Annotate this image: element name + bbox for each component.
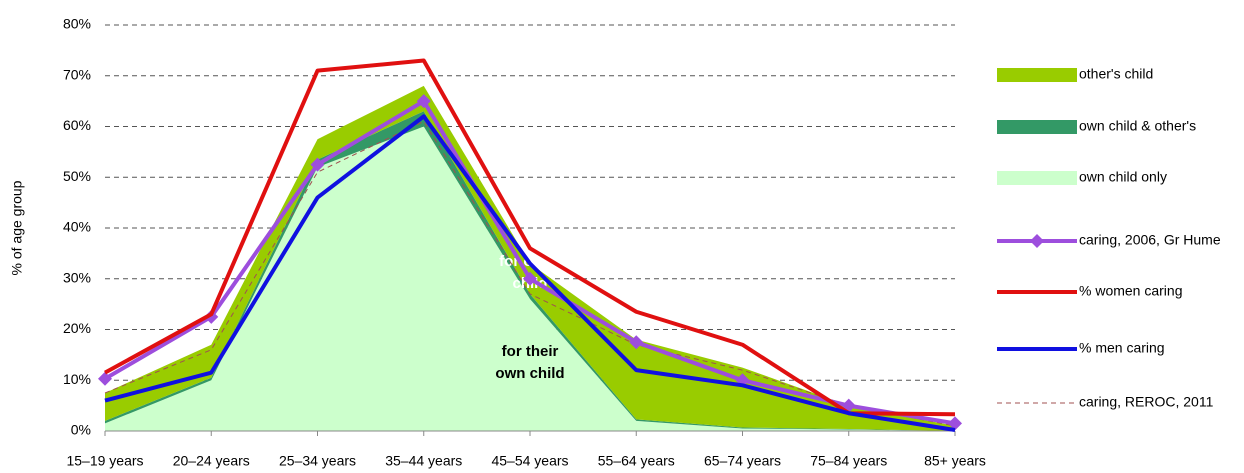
marker [416, 94, 431, 109]
x-tick-label: 35–44 years [385, 453, 462, 469]
y-tick-label: 40% [63, 219, 91, 235]
annotation-line: own child [495, 365, 564, 382]
legend-label: own child & other's [1079, 118, 1196, 134]
legend-swatch [997, 120, 1077, 134]
marker [948, 416, 962, 431]
y-axis-label: % of age group [9, 180, 25, 275]
y-tick-label: 0% [71, 422, 91, 438]
line [104, 58, 956, 417]
x-tick-label: 15–19 years [66, 453, 143, 469]
line [104, 120, 956, 427]
x-tick-label: 25–34 years [279, 453, 356, 469]
annotation: for their own child [495, 343, 564, 382]
x-tick-label: 85+ years [924, 453, 986, 469]
line [104, 114, 956, 432]
marker [204, 309, 219, 324]
x-tick-label: 65–74 years [704, 453, 781, 469]
legend-label: caring, REROC, 2011 [1079, 394, 1214, 410]
marker [310, 157, 325, 172]
marker [523, 271, 537, 286]
y-tick-label: 70% [63, 66, 91, 82]
y-tick-label: 30% [63, 269, 91, 285]
x-tick-label: 20–24 years [173, 453, 250, 469]
x-tick-label: 75–84 years [810, 453, 887, 469]
y-tick-label: 20% [63, 320, 91, 336]
legend-label: other's child [1079, 66, 1153, 82]
y-tick-label: 60% [63, 117, 91, 133]
annotation-line: for their [502, 343, 559, 360]
legend-label: % women caring [1079, 283, 1183, 299]
y-tick-label: 80% [63, 16, 91, 32]
y-tick-label: 50% [63, 168, 91, 184]
legend-label: % men caring [1079, 340, 1165, 356]
y-tick-label: 10% [63, 371, 91, 387]
legend-swatch [997, 171, 1077, 185]
legend-label: own child only [1079, 169, 1167, 185]
legend-marker [1030, 234, 1044, 248]
marker [98, 371, 112, 386]
x-tick-label: 45–54 years [491, 453, 568, 469]
x-tick-label: 55–64 years [598, 453, 675, 469]
marker [629, 335, 644, 350]
legend-swatch [997, 68, 1077, 82]
area [105, 126, 955, 431]
legend-label: caring, 2006, Gr Hume [1079, 232, 1221, 248]
